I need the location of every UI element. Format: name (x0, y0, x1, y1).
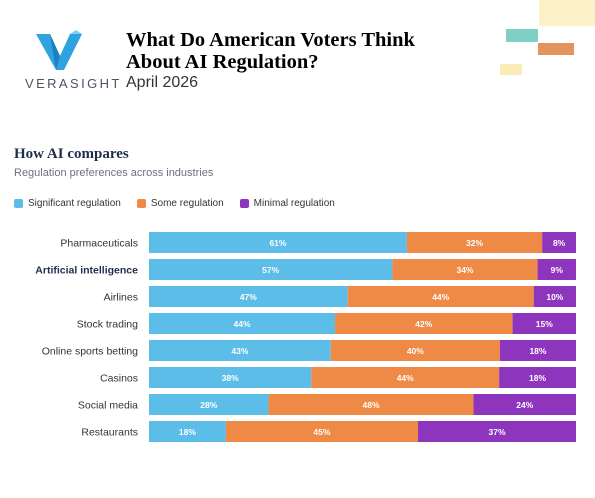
bar-segment-minimal (418, 421, 576, 442)
bar-row: Stock trading 44% 42% 15% (77, 313, 576, 334)
legend-item-some: Some regulation (136, 196, 224, 210)
stacked-bar-chart: Pharmaceuticals 61% 32% 8% Artificial intell… (35, 232, 576, 442)
data-label-some: 42% (415, 319, 432, 329)
bar-row: Artificial intelligence 57% 34% 9% (35, 259, 576, 280)
bar-segment-minimal (512, 313, 576, 334)
page-title: What Do American Voters Think About AI R… (126, 29, 456, 73)
bar-row: Social media 28% 48% 24% (78, 394, 576, 415)
category-label: Pharmaceuticals (60, 238, 138, 250)
title-line-1: What Do American Voters Think (126, 29, 415, 51)
decor-block-orange (538, 43, 574, 55)
data-label-some: 40% (407, 346, 424, 356)
category-label: Airlines (104, 292, 138, 304)
bar-segment-some (330, 340, 500, 361)
bar-segment-minimal (533, 286, 576, 307)
bar-segment-significant (149, 394, 269, 415)
category-label: Artificial intelligence (35, 265, 138, 277)
verasight-logo: VERASIGHT (22, 30, 119, 94)
bar-segment-some (225, 421, 419, 442)
category-label: Casinos (100, 373, 138, 385)
data-label-significant: 61% (269, 238, 286, 248)
category-label: Online sports betting (42, 346, 138, 358)
publish-date: April 2026 (126, 74, 199, 91)
data-label-minimal: 15% (536, 319, 553, 329)
data-label-minimal: 8% (553, 238, 566, 248)
data-label-significant: 47% (240, 292, 257, 302)
data-label-some: 48% (363, 400, 380, 410)
data-label-significant: 44% (234, 319, 251, 329)
data-label-significant: 43% (231, 346, 248, 356)
bar-segment-some (335, 313, 513, 334)
legend-label-minimal: Minimal regulation (253, 197, 335, 209)
category-label: Restaurants (81, 427, 138, 439)
bar-row: Pharmaceuticals 61% 32% 8% (60, 232, 576, 253)
legend-item-significant: Significant regulation (14, 196, 121, 210)
bar-segment-some (268, 394, 474, 415)
verasight-v-icon (36, 30, 82, 70)
bar-row: Restaurants 18% 45% 37% (81, 421, 576, 442)
bar-segment-some (406, 232, 543, 253)
bar-segment-minimal (537, 259, 576, 280)
chart-legend: Significant regulation Some regulation M… (14, 196, 335, 210)
bar-row: Casinos 38% 44% 18% (100, 367, 576, 388)
legend-label-significant: Significant regulation (28, 197, 121, 209)
category-label: Social media (78, 400, 138, 412)
legend-swatch-some (136, 198, 146, 208)
chart-card: How AI compares Regulation preferences a… (0, 132, 595, 498)
header: VERASIGHT What Do American Voters Think … (0, 0, 595, 110)
data-label-minimal: 9% (551, 265, 564, 275)
bar-segment-minimal (542, 232, 576, 253)
data-label-significant: 38% (222, 373, 239, 383)
data-label-minimal: 37% (488, 427, 505, 437)
data-label-some: 44% (397, 373, 414, 383)
logo-text: VERASIGHT (25, 76, 122, 91)
chart-subtitle: Regulation preferences across industries (14, 167, 214, 179)
decor-block-teal (506, 29, 538, 42)
bar-segment-significant (149, 421, 226, 442)
data-label-minimal: 24% (516, 400, 533, 410)
legend-label-some: Some regulation (150, 197, 224, 209)
data-label-minimal: 18% (529, 373, 546, 383)
bar-row: Airlines 47% 44% 10% (104, 286, 576, 307)
chart-title: How AI compares (14, 146, 129, 162)
legend-item-minimal: Minimal regulation (239, 196, 335, 210)
decor-block-yellow-small (500, 64, 522, 75)
bar-segment-significant (149, 259, 393, 280)
bar-segment-significant (149, 340, 331, 361)
bar-segment-minimal (473, 394, 576, 415)
legend-swatch-significant (14, 198, 23, 208)
bar-row: Online sports betting 43% 40% 18% (42, 340, 576, 361)
data-label-significant: 18% (179, 427, 196, 437)
legend-swatch-minimal (239, 198, 249, 208)
data-label-some: 45% (313, 427, 330, 437)
data-label-minimal: 10% (546, 292, 563, 302)
category-label: Stock trading (77, 319, 138, 331)
bar-segment-some (392, 259, 538, 280)
bar-segment-significant (149, 313, 336, 334)
data-label-some: 44% (432, 292, 449, 302)
decor-block-yellow-top (539, 0, 595, 26)
data-label-minimal: 18% (529, 346, 546, 356)
bar-segment-significant (149, 232, 407, 253)
bar-segment-minimal (499, 340, 576, 361)
data-label-significant: 57% (262, 265, 279, 275)
bar-segment-significant (149, 367, 312, 388)
data-label-some: 32% (466, 238, 483, 248)
bar-segment-significant (149, 286, 348, 307)
data-label-some: 34% (456, 265, 473, 275)
bar-segment-some (347, 286, 534, 307)
bar-segment-minimal (499, 367, 576, 388)
data-label-significant: 28% (200, 400, 217, 410)
bar-segment-some (311, 367, 500, 388)
title-line-2: About AI Regulation? (126, 51, 319, 73)
